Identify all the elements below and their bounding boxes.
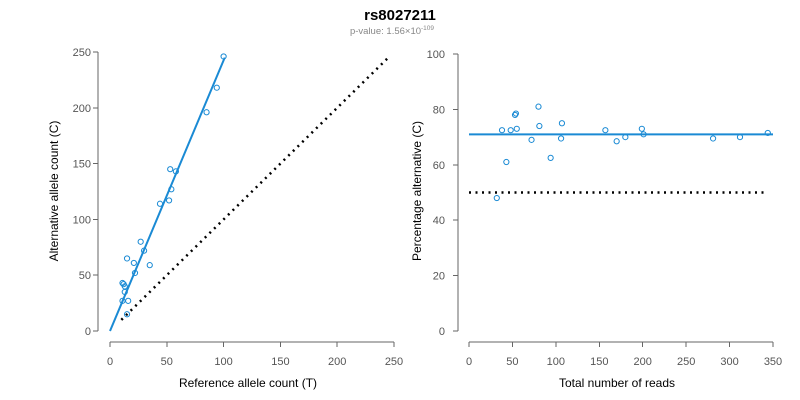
data-point [168, 186, 175, 193]
data-point [638, 125, 645, 132]
data-point [535, 103, 542, 110]
data-point [131, 269, 139, 277]
x-tick-label: 0 [466, 356, 472, 368]
data-point [493, 194, 500, 202]
y-tick-label: 20 [433, 271, 445, 283]
data-point [125, 297, 132, 304]
allele-count-scatter-panel: 0 50 100 150 200 250 0 50 100 150 200 250 Reference … [47, 47, 403, 390]
y-axis-label: Percentage alternative (C) [410, 121, 424, 261]
y-tick-label: 80 [433, 104, 445, 116]
y-tick-label: 150 [73, 159, 91, 171]
chart-title: rs8027211 [364, 7, 436, 24]
data-point [146, 262, 153, 269]
x-tick-label: 100 [547, 356, 565, 368]
data-point [602, 127, 609, 134]
y-tick-label: 50 [79, 270, 91, 282]
x-axis-label: Reference allele count (T) [179, 376, 317, 390]
data-point [764, 129, 771, 137]
y-tick-label: 200 [73, 103, 91, 115]
x-tick-label: 100 [214, 356, 232, 368]
y-tick-label: 0 [439, 326, 445, 338]
data-point [156, 200, 164, 207]
data-point [536, 122, 543, 130]
x-axis-label: Total number of reads [559, 376, 675, 390]
x-tick-label: 350 [764, 356, 782, 368]
data-point [220, 53, 227, 60]
y-tick-label: 0 [85, 326, 91, 338]
p-value-exponent: -109 [421, 25, 434, 32]
data-point [507, 127, 514, 134]
y-tick-label: 250 [73, 47, 91, 59]
percentage-alternative-panel: 0 50 100 150 200 250 300 350 0 20 40 60 80 100 Total n… [410, 49, 782, 390]
data-point [123, 311, 131, 318]
y-tick-label: 60 [433, 160, 445, 172]
fit-line [109, 57, 226, 332]
y-axis-label: Alternative allele count (C) [47, 121, 61, 262]
data-point [167, 166, 174, 173]
data-point [709, 135, 717, 142]
data-point [511, 111, 519, 119]
data-point [137, 238, 144, 245]
p-value-text: p-value: 1.56×10 [350, 26, 421, 37]
y-tick-label: 40 [433, 215, 445, 227]
x-tick-label: 200 [328, 356, 346, 368]
p-value-subtitle: p-value: 1.56×10-109 [350, 25, 434, 37]
x-tick-label: 200 [634, 356, 652, 368]
y-tick-label: 100 [73, 214, 91, 226]
y-tick-label: 100 [427, 49, 445, 61]
x-tick-label: 250 [385, 356, 403, 368]
data-point [130, 259, 137, 267]
data-point [121, 283, 128, 290]
data-point [528, 136, 535, 143]
data-point [123, 255, 131, 262]
x-tick-label: 300 [720, 356, 738, 368]
data-point [503, 158, 510, 166]
data-point [557, 135, 565, 142]
x-tick-label: 150 [271, 356, 289, 368]
data-point [558, 120, 566, 127]
data-point [513, 125, 520, 132]
x-tick-label: 50 [161, 356, 173, 368]
data-point [547, 154, 554, 161]
data-point [622, 134, 629, 141]
data-point [613, 138, 620, 145]
x-tick-label: 150 [590, 356, 608, 368]
data-point [213, 84, 220, 91]
data-point [498, 127, 506, 134]
data-point [172, 168, 179, 175]
x-tick-label: 50 [506, 356, 518, 368]
data-point [512, 110, 520, 117]
data-point [140, 247, 148, 254]
reference-line [120, 56, 390, 321]
data-point [203, 109, 210, 116]
data-point [736, 134, 744, 141]
data-point [640, 131, 647, 138]
x-tick-label: 0 [107, 356, 113, 368]
x-tick-label: 250 [677, 356, 695, 368]
data-point [165, 197, 173, 204]
